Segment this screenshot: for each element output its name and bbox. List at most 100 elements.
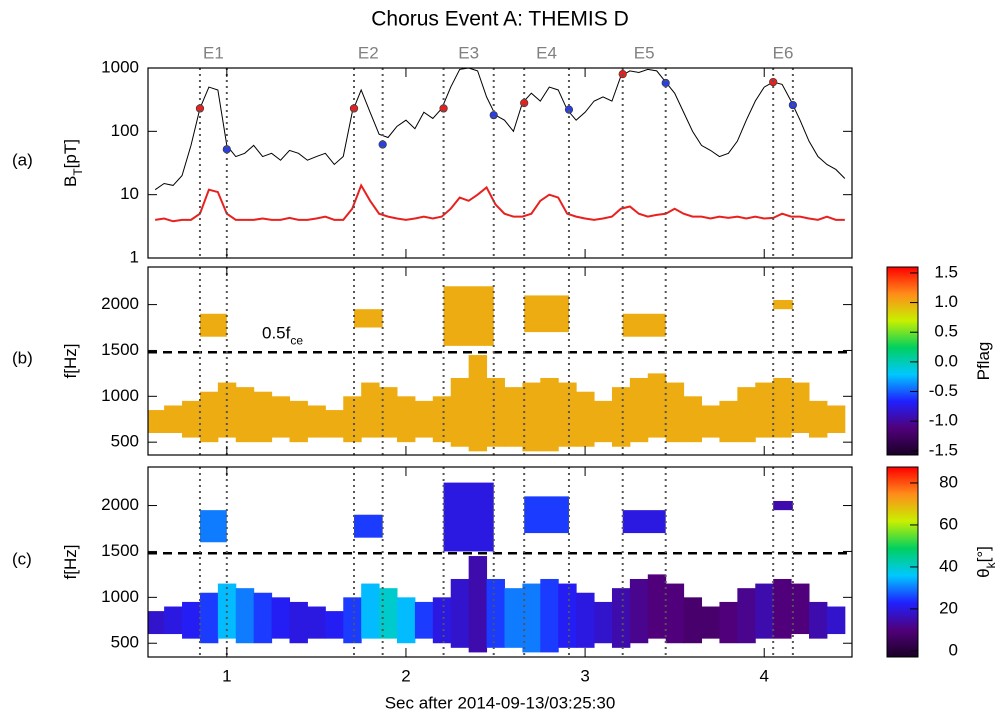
colorbar	[886, 466, 919, 658]
spectrogram-cell	[647, 373, 667, 438]
x-tick-label: 1	[222, 666, 231, 685]
spectrogram-cell	[343, 597, 362, 644]
spectrogram-cell	[522, 382, 541, 452]
label-rest: [pT]	[61, 139, 80, 168]
spectrogram-patch	[622, 510, 666, 534]
spectrogram-cell	[647, 574, 667, 639]
axis-label: f[Hz]	[61, 545, 80, 580]
spectrogram-cell	[504, 588, 523, 648]
spectrogram-cell	[182, 601, 201, 639]
spectrogram-cell	[540, 578, 559, 653]
spectrogram-patch	[773, 500, 793, 511]
spectrogram-cell	[701, 405, 720, 438]
spectrogram-cell	[594, 400, 613, 443]
spectrogram-cell	[325, 410, 344, 438]
y-tick-label: 1000	[101, 587, 139, 606]
y-tick-label: 1000	[101, 386, 139, 405]
colorbar-tick-label: -1.5	[929, 440, 958, 459]
spectrogram-cell	[253, 592, 273, 644]
spectrogram-cell	[217, 382, 237, 438]
spectrogram-cell	[414, 400, 434, 438]
spectrogram-cell	[450, 377, 470, 447]
y-tick-label: 10	[120, 184, 139, 203]
spectrogram-cell	[629, 578, 649, 644]
axis-label: f[Hz]	[61, 344, 80, 379]
plot-area	[148, 286, 846, 452]
spectrogram-cell	[396, 396, 416, 443]
spectrogram-cell	[791, 382, 810, 433]
colorbar-tick-label: 80	[939, 472, 958, 491]
spectrogram-cell	[164, 405, 183, 433]
spectrogram-cell	[791, 583, 810, 635]
colorbar-tick-label: 40	[939, 556, 958, 575]
spectrogram-cell	[611, 588, 631, 648]
colorbar-tick-label: 1.5	[934, 262, 958, 281]
panel-label: (c)	[12, 549, 32, 568]
label-main: Pflag	[974, 342, 993, 381]
spectrogram-cell	[540, 377, 559, 452]
axis-label: 0.5fce	[262, 324, 303, 348]
spectrogram-cell	[773, 377, 792, 438]
label-main: θ	[974, 568, 993, 577]
event-label: E3	[458, 43, 479, 62]
colorbar-tick-label: 60	[939, 514, 958, 533]
y-tick-label: 2000	[101, 294, 139, 313]
spectrogram-cell	[809, 601, 828, 639]
spectrogram-cell	[719, 601, 738, 644]
y-tick-label: 2000	[101, 495, 139, 514]
label-sub: k	[984, 561, 998, 568]
spectrogram-cell	[576, 391, 595, 447]
spectrogram-cell	[719, 400, 738, 443]
spectrogram-cell	[629, 377, 649, 443]
spectrogram-cell	[486, 377, 505, 447]
spectrogram-cell	[271, 396, 291, 438]
y-tick-label: 500	[111, 432, 139, 451]
y-tick-label: 1	[130, 247, 139, 266]
spectrogram-cell	[164, 606, 183, 635]
spectrogram-cell	[253, 391, 273, 443]
spectrogram-patch	[773, 300, 793, 310]
spectrogram-cell	[755, 583, 774, 639]
spectrogram-cell	[182, 400, 201, 438]
event-marker	[769, 77, 778, 87]
plot-area	[154, 68, 846, 223]
data-line	[154, 68, 846, 191]
panel-frame	[147, 266, 853, 456]
x-axis-label: Sec after 2014-09-13/03:25:30	[385, 693, 616, 712]
spectrogram-cell	[414, 601, 434, 639]
label-sub: T	[71, 168, 85, 176]
spectrogram-cell	[809, 400, 828, 438]
spectrogram-cell	[468, 355, 488, 452]
spectrogram-cell	[235, 387, 255, 443]
x-tick-label: 4	[759, 666, 768, 685]
spectrogram-cell	[361, 583, 380, 639]
spectrogram-cell	[289, 601, 308, 644]
spectrogram-cell	[379, 387, 398, 438]
chart-title: Chorus Event A: THEMIS D	[371, 8, 629, 31]
spectrogram-cell	[289, 400, 308, 443]
panel-frame	[147, 466, 853, 658]
label-main: B	[61, 176, 80, 187]
spectrogram-cell	[558, 583, 577, 648]
data-line	[155, 183, 845, 223]
spectrogram-cell	[576, 592, 595, 648]
spectrogram-patch	[199, 510, 227, 543]
spectrogram-cell	[522, 583, 541, 653]
spectrogram-cell	[199, 592, 219, 644]
spectrogram-cell	[361, 382, 380, 438]
spectrogram-cell	[755, 382, 774, 438]
spectrogram-cell	[826, 606, 846, 635]
y-tick-label: 1500	[101, 340, 139, 359]
spectrogram-cell	[665, 382, 685, 443]
spectrogram-patch	[354, 309, 383, 328]
panel-label: (a)	[12, 150, 33, 169]
spectrogram-cell	[468, 556, 488, 653]
colorbar-tick-label: 1.0	[934, 292, 958, 311]
panel-label: (b)	[12, 348, 33, 367]
colorbar-tick-label: 0.0	[934, 351, 958, 370]
label-main: f[Hz]	[61, 545, 80, 580]
spectrogram-patch	[354, 514, 383, 538]
spectrogram-cell	[486, 578, 505, 648]
colorbar-tick-label: 20	[939, 598, 958, 617]
spectrogram-cell	[235, 588, 255, 644]
